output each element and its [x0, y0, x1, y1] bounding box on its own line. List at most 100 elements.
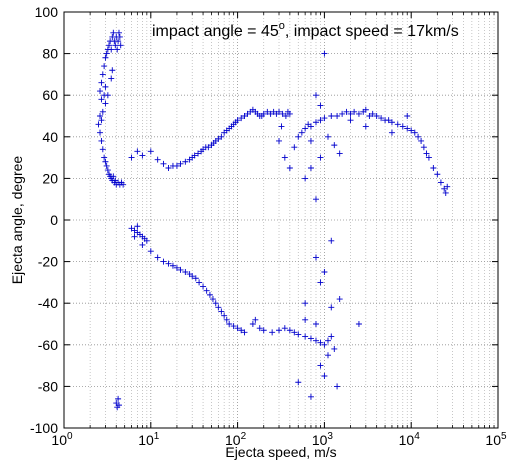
data-point	[307, 335, 314, 342]
data-point	[106, 42, 113, 49]
y-tick-label: -80	[38, 378, 58, 394]
data-point	[307, 137, 314, 144]
y-tick-label: 100	[35, 4, 59, 20]
ticks	[63, 11, 499, 429]
data-point	[110, 173, 117, 180]
data-point	[366, 113, 373, 119]
data-point	[115, 29, 122, 36]
data-point	[114, 46, 121, 53]
data-point	[388, 129, 395, 136]
y-tick-label: -100	[30, 420, 58, 436]
data-point	[131, 233, 138, 240]
data-point	[408, 127, 415, 134]
data-point	[143, 237, 150, 244]
data-point	[295, 331, 302, 338]
data-point	[98, 79, 105, 86]
data-point	[209, 296, 216, 303]
annotation-prefix: impact angle = 45	[152, 23, 279, 40]
y-tick-label: 0	[50, 212, 58, 228]
data-point	[343, 108, 350, 115]
data-series	[113, 223, 362, 411]
data-series	[128, 106, 293, 171]
tick-labels: 100 101 102 103 104 105 100 80 60 40 20 0 -20 -40 -60 -…	[30, 4, 507, 448]
annotation-suffix: , impact speed = 17km/s	[285, 23, 459, 40]
y-tick-label: 60	[42, 87, 58, 103]
data-point	[173, 264, 180, 271]
data-point	[423, 150, 430, 157]
data-series	[276, 50, 451, 203]
data-point	[196, 279, 203, 286]
data-point	[169, 262, 176, 269]
data-point	[321, 341, 328, 348]
data-point	[182, 269, 189, 275]
data-point	[200, 283, 207, 290]
data-point	[203, 287, 210, 294]
data-point	[264, 108, 271, 115]
data-point	[278, 123, 285, 130]
data-point	[234, 117, 241, 124]
data-point	[103, 50, 110, 57]
data-point	[212, 300, 219, 307]
data-point	[362, 123, 369, 130]
data-point	[98, 137, 105, 144]
data-point	[260, 110, 267, 117]
y-tick-label: -60	[38, 337, 58, 353]
data-point	[347, 117, 354, 124]
y-tick-label: 80	[42, 46, 58, 62]
data-point	[418, 137, 425, 144]
data-point	[108, 75, 115, 82]
data-point	[302, 316, 309, 323]
data-point	[317, 362, 324, 369]
data-point	[331, 142, 338, 149]
data-point	[223, 316, 230, 323]
data-point	[276, 108, 283, 115]
data-point	[97, 113, 104, 119]
degree-symbol: o	[279, 20, 285, 32]
data-point	[99, 71, 106, 78]
data-point	[230, 323, 237, 330]
data-point	[226, 321, 233, 327]
data-point	[177, 160, 184, 167]
data-point	[112, 42, 119, 49]
data-point	[241, 329, 248, 336]
data-point	[215, 135, 222, 142]
data-point	[312, 196, 319, 203]
data-point	[420, 144, 427, 151]
data-point	[102, 100, 109, 107]
data-point	[182, 158, 189, 165]
data-point	[260, 327, 267, 334]
data-point	[286, 327, 293, 334]
data-point	[394, 121, 401, 128]
data-point	[279, 110, 286, 117]
data-point	[173, 162, 180, 169]
data-point	[324, 133, 331, 140]
x-tick-label: 102	[225, 431, 247, 448]
data-series	[95, 29, 127, 188]
data-point	[115, 395, 122, 402]
data-point	[291, 329, 298, 336]
data-point	[115, 38, 122, 45]
data-point	[317, 279, 324, 286]
data-point	[110, 29, 117, 36]
data-point	[334, 383, 341, 390]
y-axis-label: Ejecta angle, degree	[9, 156, 25, 285]
data-point	[302, 125, 309, 132]
data-point	[154, 254, 161, 261]
data-point	[97, 88, 104, 95]
data-point	[249, 321, 256, 327]
data-point	[302, 175, 309, 182]
data-point	[295, 379, 302, 386]
data-point	[307, 123, 314, 130]
data-point	[286, 110, 293, 117]
data-point	[430, 165, 437, 171]
data-point	[321, 50, 328, 57]
data-point	[442, 189, 449, 196]
data-point	[328, 333, 335, 340]
data-point	[324, 337, 331, 344]
data-point	[112, 177, 119, 184]
data-point	[139, 152, 146, 159]
data-point	[234, 325, 241, 332]
data-point	[276, 137, 283, 144]
data-point	[362, 106, 369, 113]
data-point	[434, 171, 441, 178]
